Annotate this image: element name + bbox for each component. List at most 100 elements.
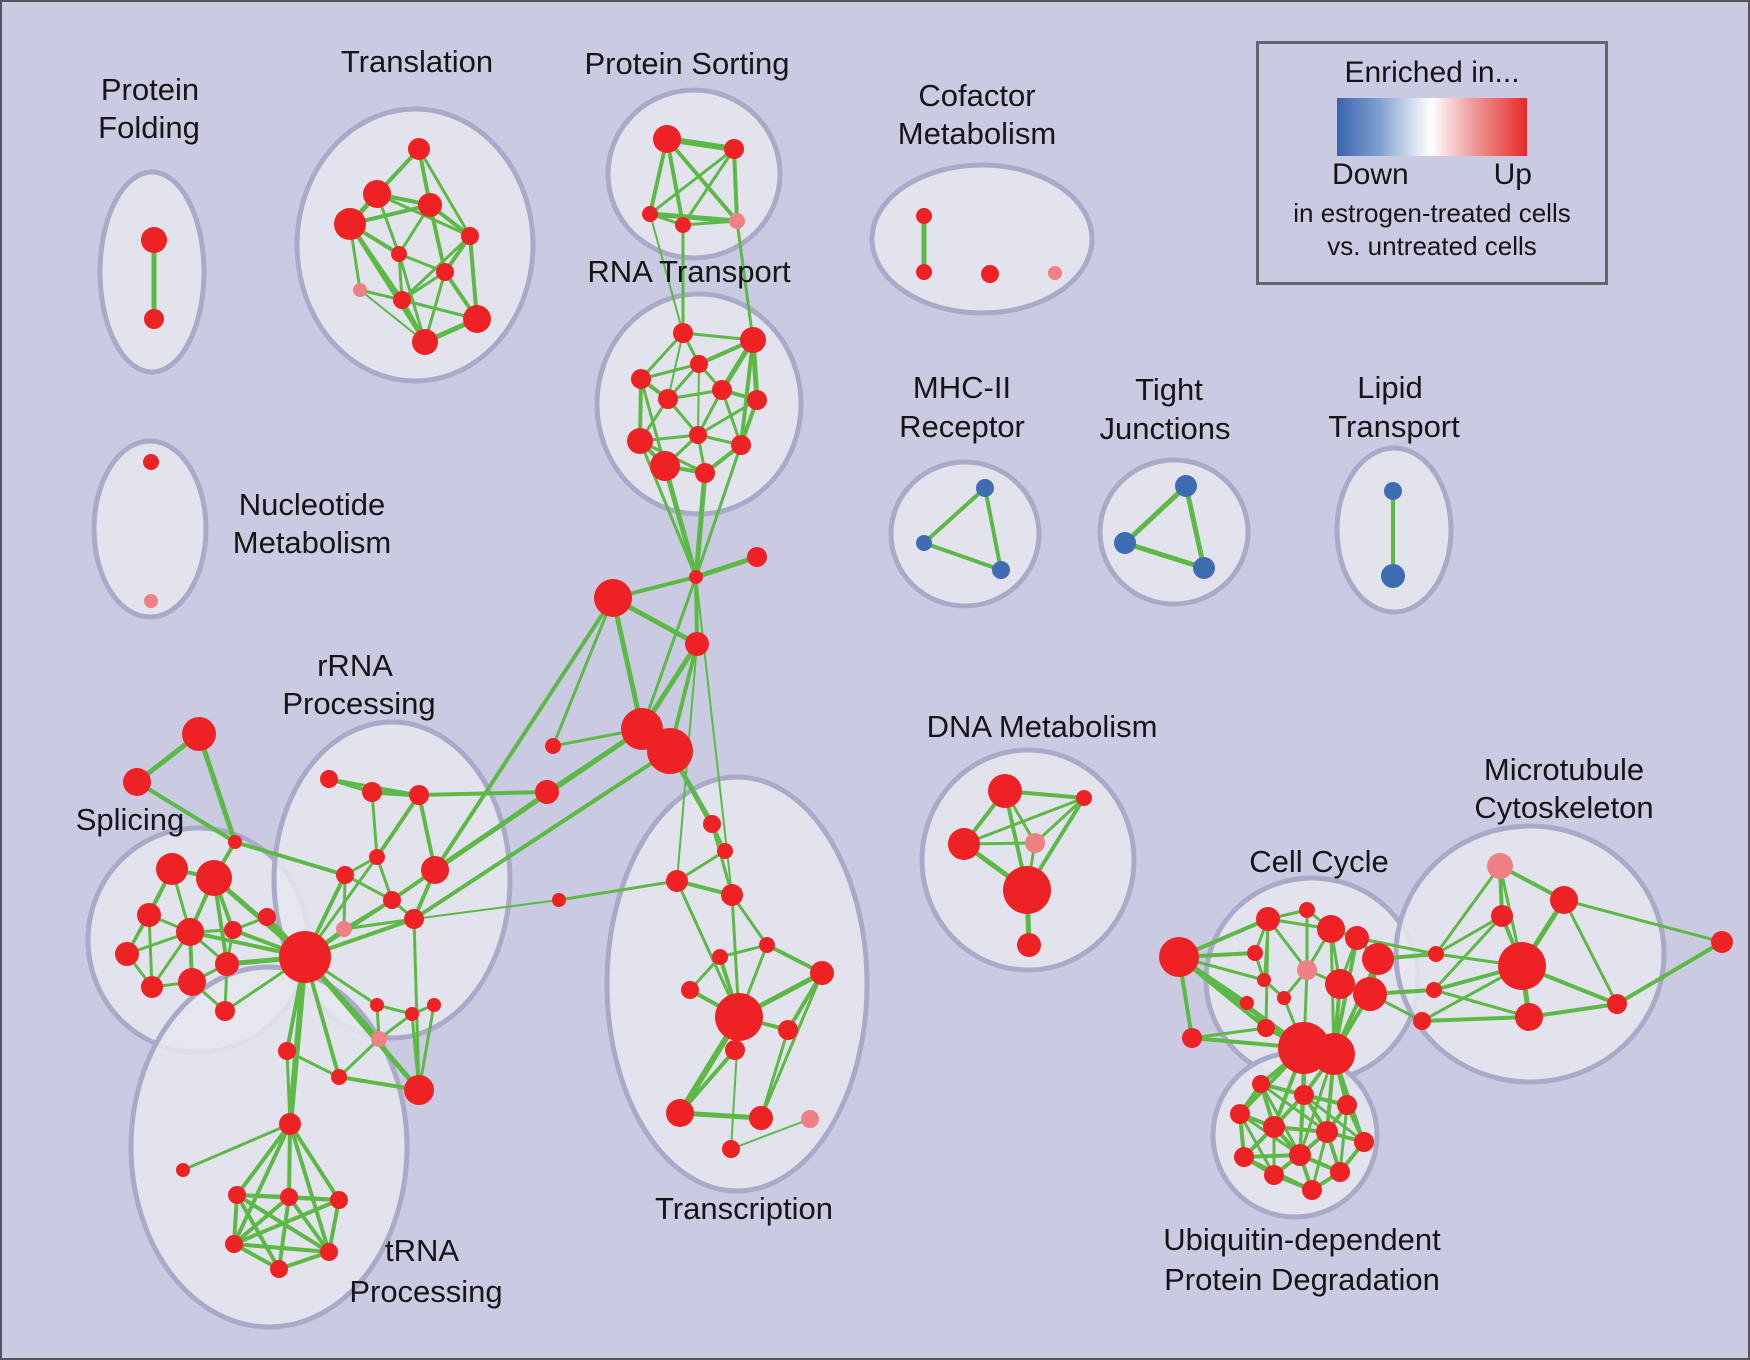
enrichment-edge (983, 486, 1003, 572)
gene-set-node-tcl (552, 893, 566, 907)
gene-set-node-tj3 (1193, 557, 1215, 579)
gene-set-node-rr10 (258, 908, 276, 926)
gene-set-node-cx3 (594, 579, 632, 617)
gene-set-node-rr4 (369, 849, 385, 865)
cluster-label-ubiquitin-degradation-line1: Ubiquitin-dependent (1163, 1222, 1441, 1257)
gene-set-node-lt2 (1381, 564, 1405, 588)
gene-set-node-hb2 (647, 728, 693, 774)
legend-title: Enriched in... (1344, 56, 1520, 89)
gene-set-node-ccl (1159, 937, 1199, 977)
gene-set-node-cf4 (1048, 266, 1062, 280)
gene-set-node-ps4 (675, 217, 691, 233)
enrichment-edge (1190, 1026, 1268, 1040)
gene-set-node-dm1 (988, 774, 1022, 808)
gene-set-node-ps5 (729, 213, 745, 229)
gene-set-node-cc7 (1353, 977, 1387, 1011)
enrichment-edge (922, 541, 1003, 572)
enrichment-edge (639, 331, 685, 381)
gene-set-node-tl1 (408, 138, 430, 160)
gene-set-node-tl3 (418, 193, 442, 217)
gene-set-node-tl9 (393, 291, 411, 309)
gene-set-node-rrh (279, 931, 331, 983)
gene-set-node-tct2 (717, 843, 733, 859)
enrichment-edge (649, 213, 684, 334)
gene-set-node-dm5 (1003, 866, 1051, 914)
enrichment-edge (557, 879, 679, 902)
gene-set-node-tcs5 (725, 1040, 745, 1060)
gene-set-node-rt10 (731, 435, 751, 455)
gene-set-node-tl5 (461, 227, 479, 245)
gene-set-node-rr3 (409, 785, 429, 805)
gene-set-node-tl2 (363, 180, 391, 208)
gene-set-node-tcm1 (666, 870, 688, 892)
enrichment-edge (1033, 796, 1086, 845)
gene-set-node-tcb2 (749, 1106, 773, 1130)
enrichment-edge (1615, 940, 1724, 1006)
enrichment-edge (135, 780, 237, 844)
gene-set-node-ub3 (1337, 1095, 1357, 1115)
gene-set-node-ccbl (1182, 1028, 1202, 1048)
cluster-label-cofactor-metabolism-line1: Cofactor (918, 78, 1035, 113)
legend-caption-line2: vs. untreated cells (1327, 231, 1537, 261)
gene-set-node-tn4 (225, 1235, 243, 1253)
cluster-label-trna-processing-line1: tRNA (385, 1233, 459, 1268)
gene-set-node-tn6 (270, 1260, 288, 1278)
enrichment-edge (693, 554, 760, 580)
gene-set-node-mh2 (916, 535, 932, 551)
cluster-label-dna-metabolism-line1: DNA Metabolism (927, 709, 1158, 744)
gene-set-node-dm6 (1017, 933, 1041, 957)
gene-set-node-xa (545, 738, 561, 754)
cluster-ellipse-cofactor-metabolism (869, 162, 1095, 316)
gene-set-node-cc5 (1362, 943, 1394, 975)
enrichment-edge (375, 793, 421, 859)
gene-set-node-ps2 (724, 139, 744, 159)
cluster-ellipse-trna-processing (128, 964, 410, 1330)
gene-set-node-mt2 (1491, 905, 1513, 927)
enrichment-edge (433, 596, 615, 872)
cluster-label-cell-cycle-line1: Cell Cycle (1249, 844, 1389, 879)
enrichment-edge (665, 137, 739, 223)
gene-set-node-rt9 (627, 428, 653, 454)
cluster-label-protein-sorting-line1: Protein Sorting (584, 46, 789, 81)
gene-set-node-ub2 (1294, 1085, 1314, 1105)
cluster-label-mhc-ii-receptor-line2: Receptor (899, 409, 1025, 444)
gene-set-node-rt12 (695, 463, 715, 483)
cluster-label-tight-junctions-line2: Junctions (1100, 411, 1231, 446)
gene-set-node-rt8 (689, 426, 707, 444)
gene-set-node-ch2 (1313, 1033, 1355, 1075)
gene-set-node-cn1 (1428, 946, 1444, 962)
gene-set-node-tn1 (228, 1186, 246, 1204)
gene-set-node-cc8 (1247, 945, 1263, 961)
enrichment-edge (342, 873, 347, 931)
enrichment-edge (412, 749, 672, 921)
gene-set-node-cx2 (747, 547, 767, 567)
enrichment-edge (277, 1195, 291, 1271)
gene-set-node-tcs3 (681, 981, 699, 999)
enrichment-edge (922, 486, 987, 545)
gene-set-node-tcb1 (666, 1099, 694, 1127)
gene-set-node-tct1 (703, 815, 721, 833)
cluster-label-ubiquitin-degradation-line2: Protein Degradation (1164, 1262, 1440, 1297)
gene-set-node-ub9 (1289, 1144, 1311, 1166)
cluster-label-cofactor-metabolism-line2: Metabolism (898, 116, 1057, 151)
gene-set-node-cf2 (916, 264, 932, 280)
enrichment-edge (1302, 1093, 1366, 1144)
gene-set-node-rt5 (712, 380, 732, 400)
gene-set-node-rr8 (404, 909, 424, 929)
gene-set-node-ub11 (1330, 1162, 1350, 1182)
legend-box: Enriched in... Down Up in estrogen-treat… (1256, 41, 1608, 285)
gene-set-node-nm2 (144, 594, 158, 608)
gene-set-node-tcr (810, 961, 834, 985)
cluster-label-microtubule-cytoskeleton-line2: Cytoskeleton (1474, 790, 1653, 825)
legend-down-label: Down (1332, 158, 1409, 191)
enrichment-edge (638, 439, 698, 579)
gene-set-node-tcb3 (801, 1110, 819, 1128)
enrichment-edge (413, 899, 560, 920)
gene-set-node-cf3 (981, 265, 999, 283)
enrichment-edge (1355, 936, 1438, 956)
gene-set-node-cc10 (1277, 991, 1291, 1005)
gene-set-node-sp7 (178, 968, 206, 996)
gene-set-node-rrl1 (370, 998, 384, 1012)
cluster-ellipse-tight-junctions (1097, 457, 1251, 607)
